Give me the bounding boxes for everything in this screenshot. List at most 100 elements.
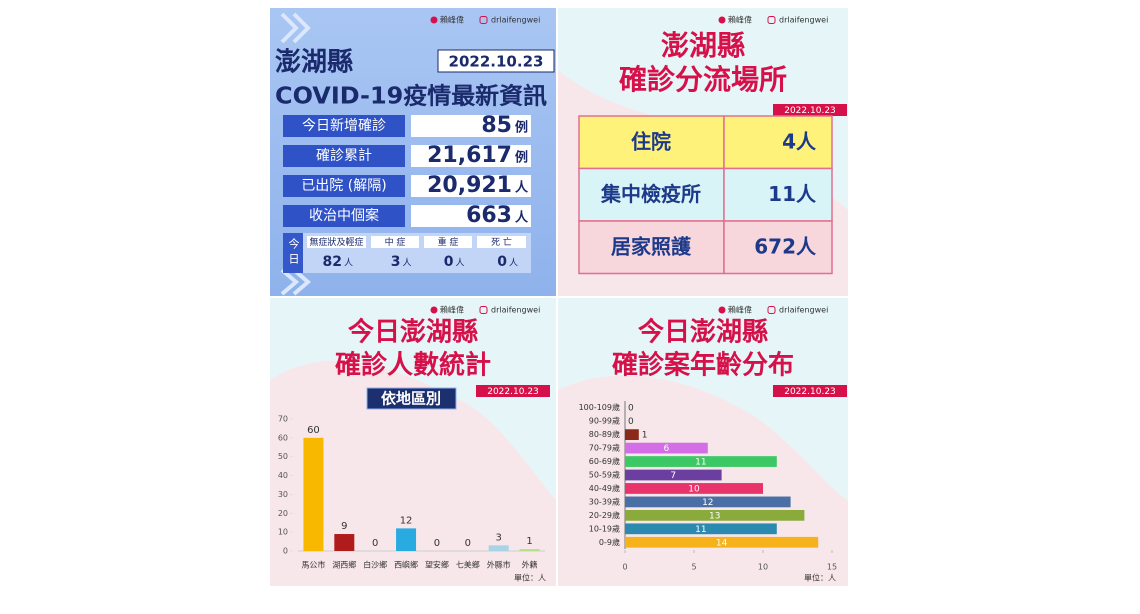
chart-title: 今日澎湖縣 [348, 317, 478, 348]
chevrons [280, 12, 312, 296]
date-box [437, 49, 555, 73]
chart-subtitle: 依地區別 [381, 390, 441, 408]
y-tick-label: 10 [278, 528, 288, 537]
bar [488, 545, 509, 551]
instagram-icon [479, 16, 488, 24]
bar [625, 429, 639, 441]
y-tick-label: 30-39歲 [589, 496, 620, 506]
row-value-box [411, 115, 531, 137]
breakdown-label-box [307, 236, 366, 248]
breakdown-label: 無症狀及輕症 [309, 236, 363, 248]
row-label-box [283, 115, 405, 137]
y-tick-label: 10-19歲 [589, 523, 620, 533]
breakdown-value: 82 [323, 254, 342, 270]
value-label: 1 [642, 431, 648, 441]
y-tick-label: 80-89歲 [589, 429, 620, 439]
value-label: 13 [709, 511, 720, 521]
breakdown-label-box [424, 236, 472, 248]
date-tag [773, 104, 847, 116]
bar [303, 437, 324, 551]
y-tick-label: 30 [278, 490, 288, 499]
x-tick-label: 西嶼鄉 [394, 560, 418, 570]
y-tick-label: 60 [278, 433, 288, 442]
row-value: 663 [466, 203, 512, 228]
value-label: 14 [716, 538, 728, 548]
x-tick-label: 七美鄉 [456, 560, 480, 570]
bar [396, 528, 417, 551]
x-tick-label: 外縣市 [487, 560, 511, 570]
breakdown-unit: 人 [403, 258, 412, 269]
row-label-box [283, 175, 405, 197]
y-tick-label: 70 [278, 415, 288, 424]
bar [625, 469, 722, 481]
breakdown-unit: 人 [344, 258, 353, 269]
row-value-box [411, 145, 531, 167]
facebook-name: 賴峰偉 [728, 15, 752, 25]
row-value: 85 [481, 113, 512, 138]
value-label: 7 [670, 471, 676, 481]
bar [625, 442, 708, 454]
instagram-name: drlaifengwei [491, 16, 540, 25]
row-unit: 例 [515, 120, 528, 136]
row-label: 已出院 (解隔) [301, 178, 386, 194]
y-tick-label: 90-99歲 [589, 416, 620, 426]
date: 2022.10.23 [784, 387, 836, 397]
bar [625, 456, 777, 467]
row-value: 20,921 [427, 173, 512, 198]
date: 2022.10.23 [487, 387, 539, 397]
breakdown-unit: 人 [509, 258, 518, 269]
chart-title: 確診人數統計 [335, 350, 491, 381]
row-label-box [283, 205, 405, 227]
table-value: 672人 [754, 235, 817, 259]
breakdown-label-box [371, 236, 419, 248]
value-label: 0 [628, 404, 634, 414]
breakdown-label-box [477, 236, 526, 248]
value-label: 12 [400, 515, 413, 526]
x-tick-label: 望安鄉 [425, 560, 449, 570]
row-unit: 人 [515, 180, 529, 196]
instagram-icon [767, 16, 776, 24]
table-label: 集中檢疫所 [600, 182, 701, 206]
breakdown-label: 中 症 [385, 236, 406, 248]
x-tick-label: 10 [758, 563, 768, 572]
y-tick-label: 50 [278, 452, 288, 461]
breakdown-value: 0 [497, 254, 507, 270]
breakdown-label: 重 症 [438, 236, 459, 248]
unit-note: 單位：人 [804, 573, 836, 583]
value-label: 3 [496, 532, 502, 543]
row-value: 21,617 [427, 143, 512, 168]
today-box [283, 233, 303, 273]
value-label: 11 [695, 525, 706, 535]
table-label: 居家照護 [611, 235, 692, 259]
value-label: 60 [307, 425, 320, 436]
x-tick-label: 5 [691, 563, 696, 572]
y-tick-label: 100-109歲 [579, 402, 620, 412]
y-tick-label: 50-59歲 [589, 470, 620, 480]
value-label: 1 [526, 536, 532, 547]
bar [625, 509, 805, 521]
chart-title: 今日澎湖縣 [638, 317, 768, 348]
facebook-icon [718, 16, 726, 24]
instagram-name: drlaifengwei [491, 306, 540, 315]
date-tag [476, 385, 550, 397]
row-label: 確診累計 [316, 148, 372, 164]
breakdown-value: 0 [444, 254, 454, 270]
bar [334, 534, 355, 551]
facebook-name: 賴峰偉 [728, 305, 752, 315]
bar [625, 536, 819, 548]
facebook-name: 賴峰偉 [440, 15, 464, 25]
x-tick-label: 湖西鄉 [332, 560, 356, 570]
summary-title: COVID-19疫情最新資訊 [275, 83, 547, 110]
bar [625, 523, 777, 535]
value-label: 0 [434, 538, 440, 549]
y-tick-label: 0 [283, 547, 288, 556]
county: 澎湖縣 [275, 48, 353, 78]
table-value: 11人 [768, 182, 817, 206]
table-cell [723, 220, 833, 275]
x-tick-label: 馬公市 [301, 560, 325, 570]
value-label: 10 [688, 484, 700, 494]
value-label: 9 [341, 521, 347, 532]
instagram-icon [479, 306, 488, 314]
